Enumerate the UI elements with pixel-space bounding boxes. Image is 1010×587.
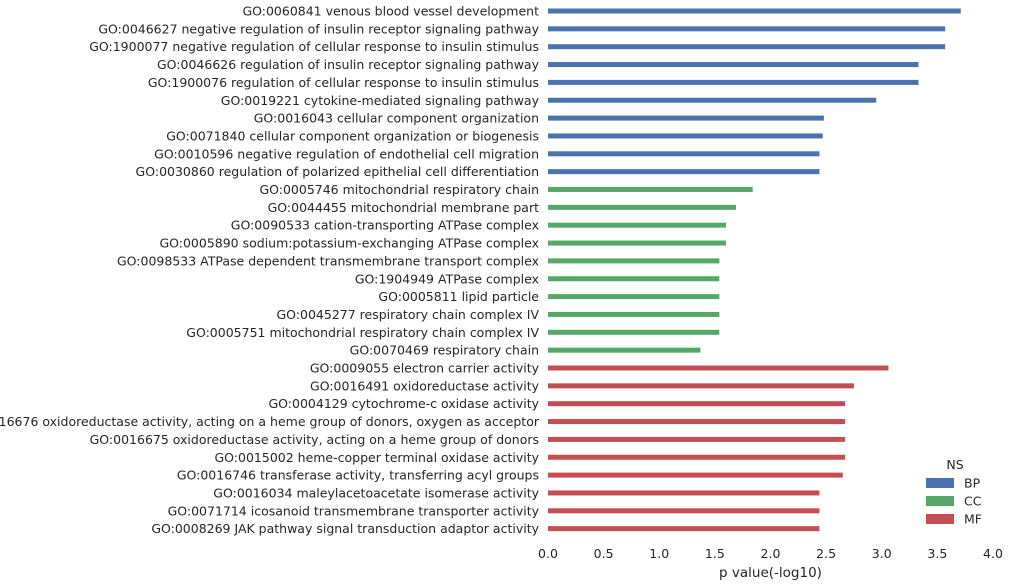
legend-label-mf: MF [964,512,982,527]
category-label: GO:0016034 maleylacetoacetate isomerase … [213,485,539,500]
bar-mf [548,508,820,514]
bar-bp [548,133,823,139]
category-label: GO:0071714 icosanoid transmembrane trans… [168,503,540,518]
bar-bp [548,8,961,14]
bar-cc [548,240,726,246]
x-tick-label: 2.0 [761,546,781,561]
bar-bp [548,151,820,157]
category-label: GO:0010596 negative regulation of endoth… [154,146,539,161]
category-label: GO:1900077 negative regulation of cellul… [89,39,539,54]
category-label: GO:0016675 oxidoreductase activity, acti… [90,432,539,447]
legend-swatch-mf [926,514,954,524]
bar-bp [548,169,820,175]
category-label: GO:0071840 cellular component organizati… [166,128,539,143]
x-tick-label: 3.0 [872,546,892,561]
category-label: GO:0045277 respiratory chain complex IV [277,307,540,322]
category-labels: GO:0060841 venous blood vessel developme… [0,4,540,537]
category-label: GO:0090533 cation-transporting ATPase co… [231,218,539,233]
x-tick-label: 3.5 [927,546,947,561]
category-label: GO:0030860 regulation of polarized epith… [136,164,539,179]
category-label: GO:0016043 cellular component organizati… [254,111,539,126]
category-label: GO:0098533 ATPase dependent transmembran… [117,253,539,268]
bar-cc [548,329,720,335]
bar-cc [548,187,753,192]
bar-cc [548,204,737,210]
x-tick-label: 2.5 [816,546,836,561]
bar-cc [548,222,726,228]
legend: NS BP CC MF [926,457,982,527]
x-axis-title: p value(-log10) [719,565,822,581]
bar-mf [548,436,846,442]
category-label: GO:0015002 heme-copper terminal oxidase … [214,450,539,465]
legend-title: NS [946,457,963,472]
bar-bp [548,97,877,103]
bar-cc [548,311,720,317]
category-label: GO:0016746 transferase activity, transfe… [177,468,539,483]
category-label: GO:1900076 regulation of cellular respon… [148,75,539,90]
category-label: GO:0005746 mitochondrial respiratory cha… [259,182,539,197]
bar-cc [548,276,720,282]
bar-cc [548,347,701,353]
bar-bp [548,44,946,50]
category-label: GO:0008269 JAK pathway signal transducti… [151,521,539,536]
category-label: GO:0016676 oxidoreductase activity, acti… [0,414,540,429]
bar-mf [548,401,846,407]
x-tick-label: 0.5 [594,546,614,561]
x-tick-label: 4.0 [983,546,1003,561]
category-label: GO:0016491 oxidoreductase activity [310,378,540,393]
bar-mf [548,472,843,478]
category-label: GO:0060841 venous blood vessel developme… [242,4,539,19]
category-label: GO:0044455 mitochondrial membrane part [268,200,539,215]
bar-bp [548,79,919,85]
category-label: GO:0009055 electron carrier activity [310,361,540,376]
bars [548,8,961,532]
bar-bp [548,62,919,68]
legend-swatch-cc [926,496,954,506]
x-tick-label: 1.5 [705,546,725,561]
category-label: GO:0046627 negative regulation of insuli… [98,21,539,36]
x-axis: 0.0 0.5 1.0 1.5 2.0 2.5 3.0 3.5 4.0 [538,546,1003,561]
x-tick-label: 0.0 [538,546,558,561]
legend-label-cc: CC [964,494,982,509]
category-label: GO:0046626 regulation of insulin recepto… [157,57,540,72]
bar-mf [548,490,820,496]
x-tick-label: 1.0 [649,546,669,561]
bar-cc [548,258,720,264]
category-label: GO:0019221 cytokine-mediated signaling p… [221,93,540,108]
bar-mf [548,365,889,371]
category-label: GO:0070469 respiratory chain [350,343,539,358]
bar-mf [548,526,820,532]
category-label: GO:1904949 ATPase complex [355,271,539,286]
category-label: GO:0005890 sodium:potassium-exchanging A… [159,236,539,251]
bar-mf [548,383,854,389]
legend-swatch-bp [926,478,954,488]
legend-label-bp: BP [964,476,981,491]
bar-mf [548,454,846,460]
bar-bp [548,26,946,32]
bar-mf [548,419,846,425]
category-label: GO:0005751 mitochondrial respiratory cha… [186,325,539,340]
bar-cc [548,294,720,300]
category-label: GO:0004129 cytochrome-c oxidase activity [269,396,540,411]
bar-bp [548,115,824,121]
category-label: GO:0005811 lipid particle [378,289,539,304]
